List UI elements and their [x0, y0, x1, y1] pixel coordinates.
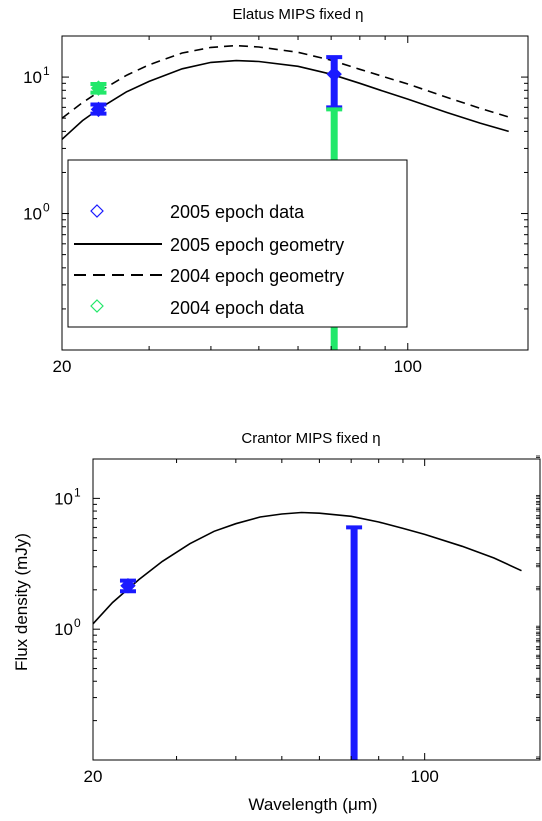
data-point-marker	[90, 101, 107, 118]
legend-label-2005-data: 2005 epoch data	[170, 202, 305, 222]
y-tick-label: 10	[54, 489, 73, 508]
legend-entry-2004-geometry: 2004 epoch geometry	[74, 266, 344, 286]
legend-label-2004-geometry: 2004 epoch geometry	[170, 266, 344, 286]
error-bar	[346, 525, 363, 760]
elatus-title: Elatus MIPS fixed η	[233, 6, 364, 23]
error-bar	[326, 55, 343, 110]
x-tick-label: 20	[53, 357, 72, 376]
x-tick-label: 20	[84, 767, 103, 786]
data-point-marker	[326, 66, 342, 82]
crantor-title: Crantor MIPS fixed η	[241, 430, 380, 447]
legend-label-2005-geometry: 2005 epoch geometry	[170, 235, 344, 255]
elatus-legend: 2005 epoch data 2005 epoch geometry 2004…	[67, 159, 408, 328]
crantor-plot-area	[93, 511, 522, 760]
legend-entry-2005-geometry: 2005 epoch geometry	[74, 235, 344, 255]
data-point-marker	[90, 80, 107, 96]
y-tick-exponent: 0	[43, 201, 50, 215]
legend-marker-2004-data	[90, 299, 104, 313]
y-tick-exponent: 1	[43, 64, 50, 78]
elatus-panel: Elatus MIPS fixed η 2005 epoch data 2005…	[23, 6, 529, 376]
x-tick-label: 100	[410, 767, 438, 786]
elatus-axes-box	[61, 35, 529, 351]
y-tick-exponent: 1	[74, 485, 81, 499]
x-tick-label: 100	[394, 357, 422, 376]
legend-label-2004-data: 2004 epoch data	[170, 298, 305, 318]
data-point-marker	[120, 577, 136, 594]
y-tick-exponent: 0	[74, 616, 81, 630]
error-bar	[90, 80, 107, 96]
dashed-model-line	[62, 44, 509, 119]
legend-marker-2005-data	[90, 204, 104, 218]
legend-entry-2004-data: 2004 epoch data	[90, 298, 305, 318]
legend-entry-2005-data: 2005 epoch data	[90, 202, 305, 222]
solid-model-line	[93, 511, 522, 625]
error-bar	[90, 101, 107, 118]
solid-model-line	[62, 59, 509, 140]
x-axis-label: Wavelength (μm)	[248, 795, 377, 814]
crantor-axes-box	[92, 458, 541, 761]
y-tick-label: 10	[23, 205, 42, 224]
error-bar	[119, 577, 136, 594]
y-tick-label: 10	[54, 620, 73, 639]
y-tick-label: 10	[23, 68, 42, 87]
y-axis-label: Flux density (mJy)	[12, 533, 31, 671]
